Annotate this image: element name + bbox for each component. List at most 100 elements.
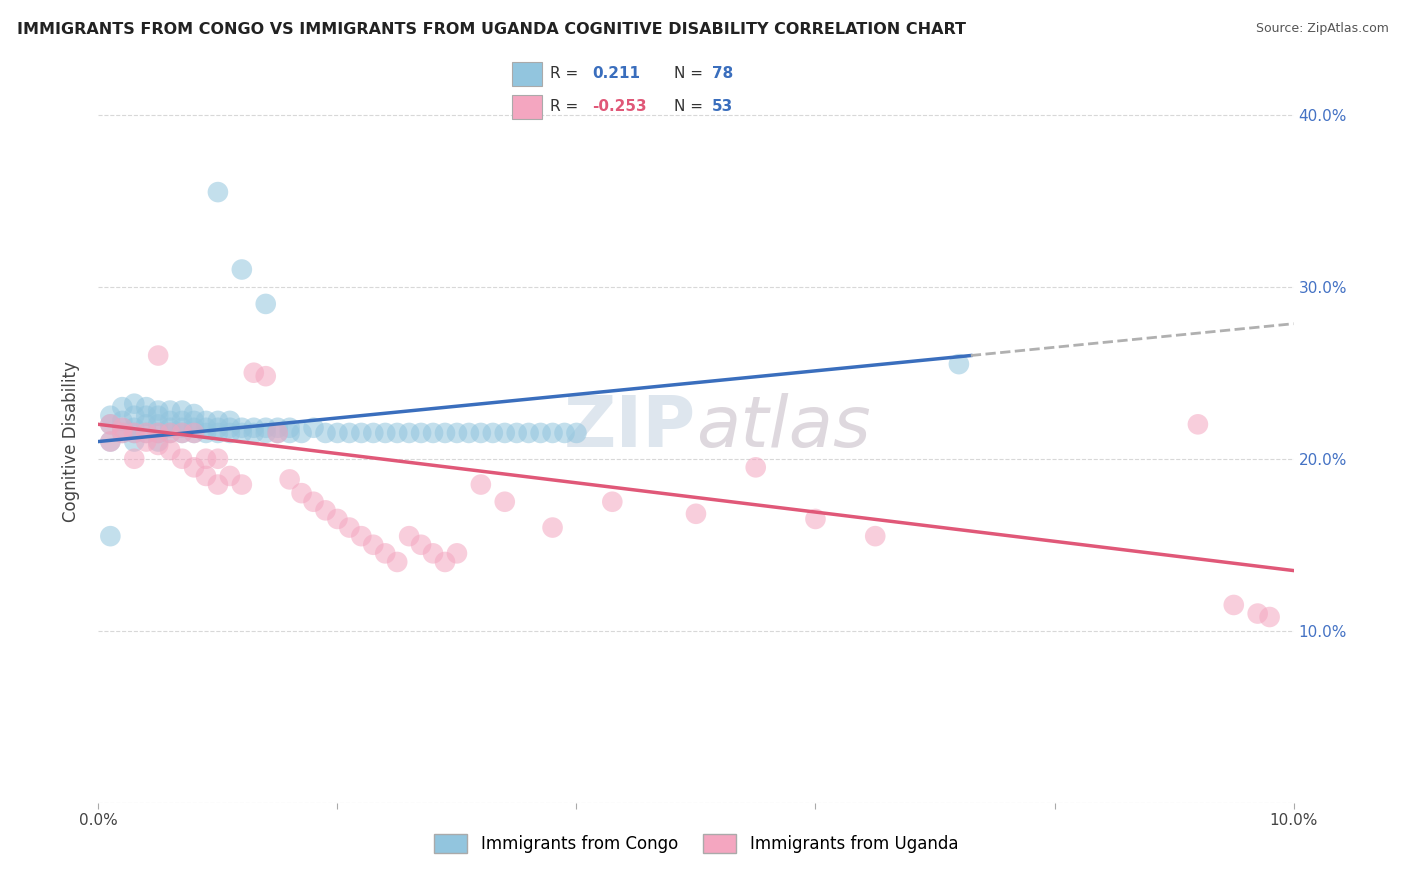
- Point: [385, 555, 409, 569]
- Point: [494, 494, 516, 508]
- Point: [685, 507, 707, 521]
- Point: [219, 425, 242, 440]
- Point: [948, 357, 970, 371]
- Point: [207, 451, 229, 466]
- Point: [135, 400, 157, 414]
- Point: [98, 434, 122, 449]
- Point: [148, 417, 170, 432]
- Point: [207, 185, 229, 199]
- Point: [254, 369, 277, 384]
- Point: [124, 397, 146, 411]
- Point: [124, 434, 146, 449]
- Point: [291, 425, 314, 440]
- Point: [219, 414, 242, 428]
- Point: [278, 425, 301, 440]
- Point: [159, 403, 181, 417]
- Point: [446, 546, 468, 560]
- Point: [111, 425, 134, 440]
- Point: [98, 434, 122, 449]
- Text: 0.211: 0.211: [592, 66, 640, 81]
- Point: [243, 366, 266, 380]
- Point: [517, 425, 540, 440]
- Point: [411, 538, 433, 552]
- Point: [98, 409, 122, 423]
- Point: [111, 421, 134, 435]
- Point: [398, 529, 420, 543]
- Text: atlas: atlas: [696, 392, 870, 461]
- Point: [254, 425, 277, 440]
- Point: [183, 407, 205, 421]
- Point: [148, 425, 170, 440]
- Point: [350, 425, 373, 440]
- Point: [302, 421, 325, 435]
- Y-axis label: Cognitive Disability: Cognitive Disability: [62, 361, 80, 522]
- Point: [243, 421, 266, 435]
- Point: [267, 425, 290, 440]
- Point: [398, 425, 420, 440]
- Point: [470, 425, 492, 440]
- Text: 78: 78: [711, 66, 733, 81]
- Point: [1258, 610, 1281, 624]
- Point: [434, 555, 457, 569]
- Point: [195, 414, 218, 428]
- Point: [124, 425, 146, 440]
- Point: [267, 425, 290, 440]
- Point: [231, 477, 253, 491]
- Point: [159, 421, 181, 435]
- Point: [278, 421, 301, 435]
- Point: [530, 425, 553, 440]
- Point: [148, 438, 170, 452]
- Point: [195, 425, 218, 440]
- Text: Source: ZipAtlas.com: Source: ZipAtlas.com: [1256, 22, 1389, 36]
- Text: 53: 53: [711, 99, 733, 114]
- Point: [278, 472, 301, 486]
- Point: [254, 421, 277, 435]
- Text: IMMIGRANTS FROM CONGO VS IMMIGRANTS FROM UGANDA COGNITIVE DISABILITY CORRELATION: IMMIGRANTS FROM CONGO VS IMMIGRANTS FROM…: [17, 22, 966, 37]
- Point: [470, 477, 492, 491]
- Point: [1223, 598, 1246, 612]
- Point: [326, 512, 349, 526]
- Point: [422, 546, 444, 560]
- Point: [219, 421, 242, 435]
- Point: [411, 425, 433, 440]
- Point: [865, 529, 887, 543]
- Point: [111, 421, 134, 435]
- Point: [98, 529, 122, 543]
- Text: N =: N =: [673, 99, 707, 114]
- Point: [219, 469, 242, 483]
- Point: [195, 421, 218, 435]
- Point: [135, 409, 157, 423]
- Point: [207, 477, 229, 491]
- Bar: [512, 62, 543, 86]
- Point: [148, 409, 170, 423]
- Point: [135, 425, 157, 440]
- Text: N =: N =: [673, 66, 707, 81]
- Point: [148, 425, 170, 440]
- Point: [554, 425, 576, 440]
- Point: [172, 403, 194, 417]
- Point: [602, 494, 624, 508]
- Point: [363, 538, 385, 552]
- Point: [315, 425, 337, 440]
- Point: [482, 425, 505, 440]
- Point: [111, 400, 134, 414]
- Point: [159, 414, 181, 428]
- Point: [339, 425, 361, 440]
- Point: [195, 451, 218, 466]
- Point: [172, 425, 194, 440]
- Point: [326, 425, 349, 440]
- Point: [183, 425, 205, 440]
- Point: [159, 443, 181, 458]
- Point: [183, 425, 205, 440]
- Point: [148, 349, 170, 363]
- Point: [243, 425, 266, 440]
- Point: [135, 425, 157, 440]
- Point: [124, 409, 146, 423]
- Point: [231, 262, 253, 277]
- Point: [183, 414, 205, 428]
- Point: [207, 425, 229, 440]
- Point: [135, 434, 157, 449]
- Point: [458, 425, 481, 440]
- Point: [159, 425, 181, 440]
- Point: [148, 403, 170, 417]
